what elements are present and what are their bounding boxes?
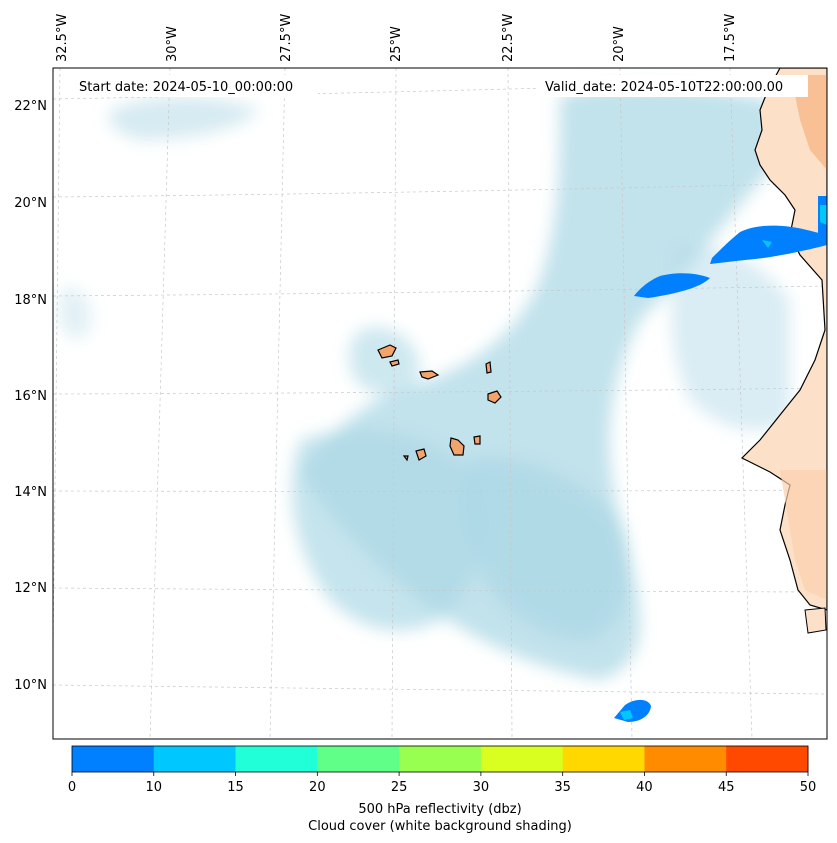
colorbar-segment (480, 746, 564, 772)
colorbar-segment (153, 746, 237, 772)
colorbar-segment (726, 746, 809, 772)
colorbar-tick-label: 0 (68, 780, 76, 795)
lat-label: 20°N (14, 196, 47, 211)
colorbar-label-line1: 500 hPa reflectivity (dbz) (358, 802, 521, 817)
colorbar-frame (71, 745, 809, 773)
colorbar-segments (72, 746, 809, 772)
start-date-label: Start date: 2024-05-10_00:00:00 (79, 80, 293, 95)
island-sao-vicente (389, 359, 400, 367)
cloud-cover-shading (58, 85, 790, 680)
lat-label: 10°N (14, 678, 47, 693)
lon-label: 32.5°W (55, 14, 70, 62)
valid-date-label: Valid_date: 2024-05-10T22:00:00.00 (545, 80, 783, 95)
reflectivity-patches (614, 196, 827, 722)
lat-label: 18°N (14, 293, 47, 308)
reflectivity-patch-south-core (620, 710, 633, 720)
colorbar-segment (644, 746, 727, 772)
colorbar-segment (235, 746, 318, 772)
africa-coastline (740, 68, 827, 634)
island-santo-antao (377, 344, 397, 359)
colorbar-tick-label: 15 (227, 780, 244, 795)
reflectivity-patch-core (762, 240, 772, 248)
colorbar-segment (399, 746, 482, 772)
lon-label: 25°W (389, 26, 404, 62)
longitude-labels: 32.5°W 30°W 27.5°W 25°W 22.5°W 20°W 17.5… (55, 14, 738, 62)
colorbar-tick-label: 50 (800, 780, 817, 795)
colorbar-tick-label: 40 (636, 780, 653, 795)
lat-label: 12°N (14, 581, 47, 596)
colorbar-tick-label: 35 (554, 780, 571, 795)
latitude-labels: 22°N 20°N 18°N 16°N 14°N 12°N 10°N (14, 99, 47, 693)
colorbar-tick-label: 30 (473, 780, 490, 795)
colorbar-tick-label: 20 (309, 780, 326, 795)
colorbar-label-line2: Cloud cover (white background shading) (308, 819, 572, 834)
cape-verde-islands (377, 344, 502, 462)
valid-date-box (538, 75, 808, 97)
lon-label: 20°W (612, 26, 627, 62)
map-frame (52, 67, 828, 740)
lat-label: 16°N (14, 389, 47, 404)
lon-label: 17.5°W (723, 14, 738, 62)
colorbar-segment (72, 746, 155, 772)
lon-label: 30°W (165, 26, 180, 62)
island-sal (485, 361, 492, 374)
reflectivity-patch-edge-core (820, 205, 827, 225)
island-brava (402, 455, 409, 462)
island-santiago (449, 437, 465, 456)
lat-label: 22°N (14, 99, 47, 114)
colorbar-segment (562, 746, 645, 772)
island-boa-vista (487, 390, 502, 404)
island-sao-nicolau (419, 370, 440, 380)
lat-label: 14°N (14, 485, 47, 500)
colorbar: 0 10 15 20 25 30 35 40 45 50 500 hPa reflectivity… (68, 745, 816, 834)
colorbar-segment (317, 746, 400, 772)
lon-label: 27.5°W (279, 14, 294, 62)
reflectivity-patch-ocean (634, 273, 710, 298)
island-maio (473, 435, 481, 445)
colorbar-ticks: 0 10 15 20 25 30 35 40 45 50 (68, 772, 816, 795)
map-panel: Start date: 2024-05-10_00:00:00 Valid_da… (53, 68, 827, 739)
island-fogo (415, 448, 427, 461)
colorbar-tick-label: 10 (146, 780, 163, 795)
colorbar-tick-label: 25 (391, 780, 408, 795)
start-date-box (70, 75, 318, 97)
colorbar-tick-label: 45 (718, 780, 735, 795)
lon-label: 22.5°W (501, 14, 516, 62)
